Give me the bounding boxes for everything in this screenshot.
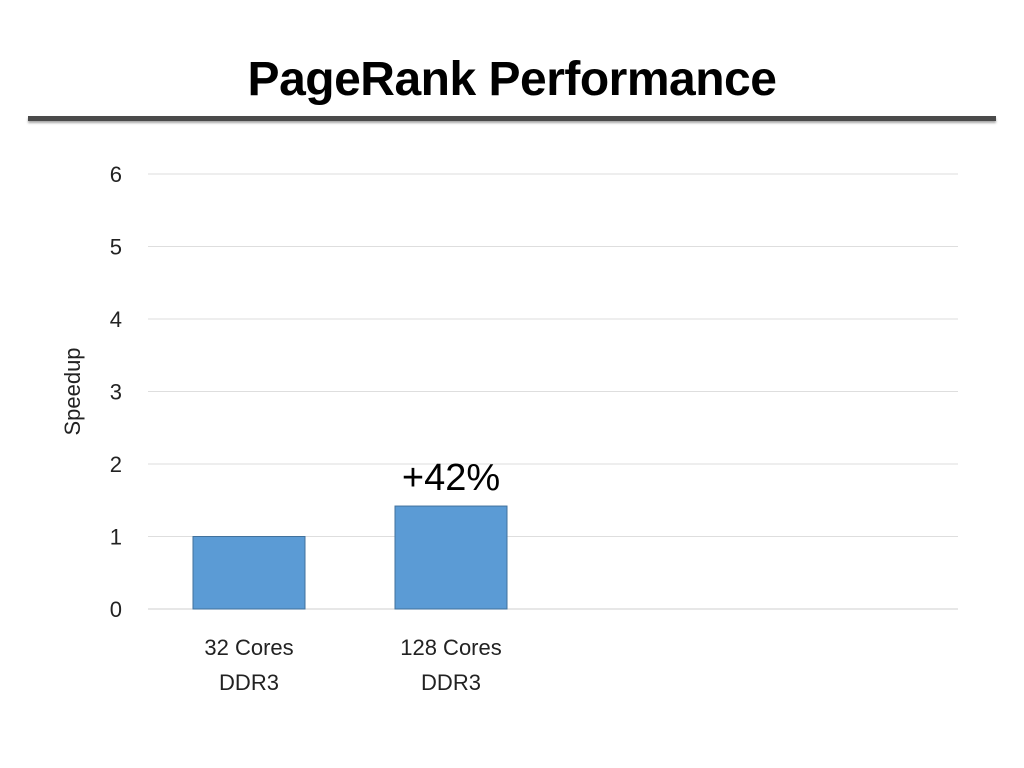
y-tick-label: 6 xyxy=(110,162,122,187)
y-tick-labels: 0 1 2 3 4 5 6 xyxy=(110,162,122,622)
category-labels: 32 Cores DDR3 128 Cores DDR3 xyxy=(204,635,501,695)
x-category-label: 128 Cores xyxy=(400,635,502,660)
slide-title: PageRank Performance xyxy=(247,53,777,106)
x-category-label: DDR3 xyxy=(219,670,279,695)
y-tick-label: 2 xyxy=(110,452,122,477)
y-tick-label: 1 xyxy=(110,525,122,550)
y-tick-label: 0 xyxy=(110,597,122,622)
title-divider xyxy=(28,116,996,121)
annotations: +42% xyxy=(402,457,500,499)
x-category-label: DDR3 xyxy=(421,670,481,695)
x-category-label: 32 Cores xyxy=(204,635,293,660)
y-tick-label: 4 xyxy=(110,307,122,332)
y-tick-label: 3 xyxy=(110,380,122,405)
bar-annotation: +42% xyxy=(402,457,500,499)
bars xyxy=(192,505,508,610)
bar xyxy=(192,536,306,610)
y-tick-label: 5 xyxy=(110,235,122,260)
bar xyxy=(394,505,508,610)
y-axis-title: Speedup xyxy=(60,347,85,435)
